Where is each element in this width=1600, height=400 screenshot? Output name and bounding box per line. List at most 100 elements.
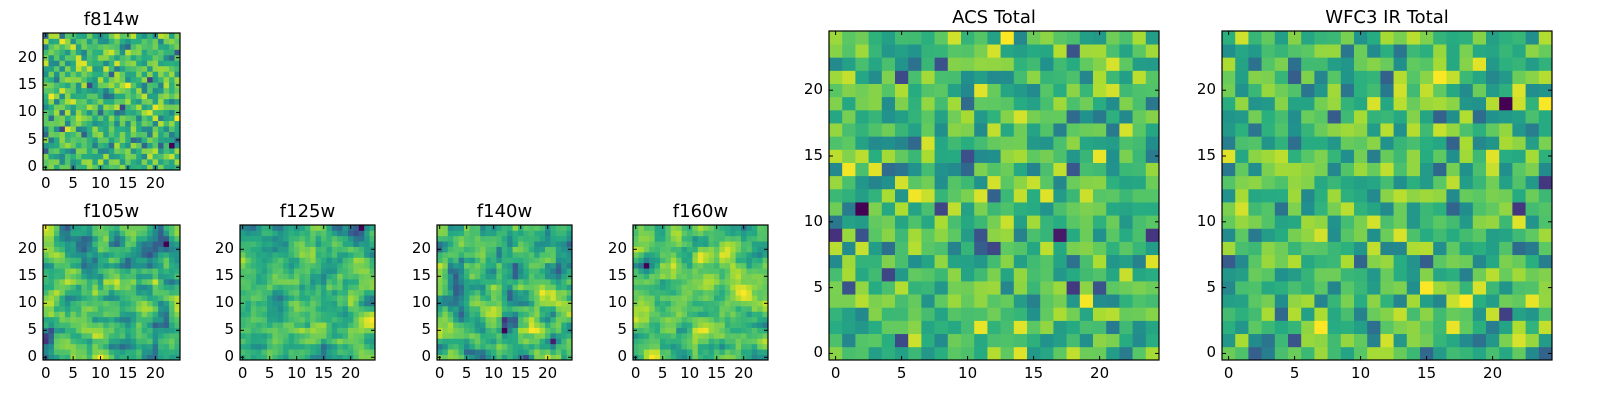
heatmap-cell (757, 327, 763, 334)
heatmap-cell (119, 65, 126, 72)
heatmap-cell (147, 295, 153, 301)
heatmap-cell (534, 306, 540, 312)
heatmap-cell (947, 346, 962, 361)
heatmap-cell (654, 279, 661, 285)
heatmap-cell (643, 252, 650, 258)
heatmap-cell (751, 338, 758, 345)
heatmap-cell (539, 252, 546, 258)
heatmap-cell (1512, 320, 1526, 335)
heatmap-cell (119, 109, 126, 116)
heatmap-cell (64, 289, 71, 296)
heatmap-cell (638, 306, 645, 312)
heatmap-cell (550, 235, 557, 242)
heatmap-cell (665, 322, 672, 328)
heatmap-cell (59, 33, 66, 39)
heatmap-cell (649, 311, 655, 318)
heatmap-cell (1406, 136, 1421, 150)
heatmap-cell (442, 284, 449, 291)
heatmap-cell (676, 279, 682, 285)
heatmap-cell (64, 343, 71, 350)
heatmap-cell (369, 284, 376, 291)
heatmap-cell (1027, 188, 1041, 203)
heatmap-cell (881, 241, 896, 256)
heatmap-cell (1013, 123, 1028, 137)
heatmap-cell (1433, 215, 1447, 229)
heatmap-cell (676, 289, 682, 296)
heatmap-cell (331, 246, 338, 253)
heatmap-cell (703, 300, 709, 307)
heatmap-cell (92, 322, 99, 328)
heatmap-cell (649, 279, 655, 285)
heatmap-cell (250, 289, 257, 296)
heatmap-cell (147, 300, 153, 307)
heatmap-cell (1380, 254, 1394, 269)
heatmap-cell (331, 295, 338, 301)
heatmap-cell (283, 273, 289, 280)
heatmap-cell (163, 262, 170, 269)
heatmap-cell (353, 241, 360, 247)
heatmap-cell (714, 262, 720, 269)
heatmap-cell (59, 241, 66, 247)
heatmap-cell (539, 273, 546, 280)
heatmap-cell (59, 338, 66, 345)
heatmap-cell (676, 241, 682, 247)
heatmap-cell (670, 284, 677, 291)
heatmap-cell (1027, 44, 1041, 58)
heatmap-cell (474, 311, 481, 318)
heatmap-cell (921, 96, 935, 111)
heatmap-cell (348, 295, 354, 301)
heatmap-cell (152, 289, 159, 296)
heatmap-cell (703, 349, 709, 355)
heatmap-cell (501, 246, 508, 253)
heatmap-cell (353, 349, 360, 355)
heatmap-cell (304, 316, 311, 323)
heatmap-cell (974, 175, 988, 190)
heatmap-cell (1145, 320, 1160, 335)
heatmap-cell (294, 343, 300, 350)
heatmap-cell (70, 109, 77, 116)
heatmap-cell (147, 153, 153, 160)
heatmap-cell (272, 333, 279, 339)
heatmap-cell (1053, 215, 1067, 229)
heatmap-cell (974, 44, 988, 58)
heatmap-cell (125, 153, 132, 160)
heatmap-cell (1106, 31, 1120, 45)
heatmap-cell (633, 311, 639, 318)
heatmap-cell (250, 343, 257, 350)
heatmap-cell (1340, 44, 1355, 58)
heatmap-cell (353, 268, 360, 274)
heatmap-cell (485, 273, 492, 280)
heatmap-cell (1486, 228, 1500, 242)
heatmap-cell (1274, 70, 1289, 84)
heatmap-cell (369, 316, 376, 323)
heatmap-cell (751, 354, 758, 361)
heatmap-cell (158, 148, 164, 154)
heatmap-cell (1314, 162, 1328, 177)
heatmap-cell (921, 346, 935, 361)
heatmap-cell (453, 246, 459, 253)
heatmap-cell (81, 262, 88, 269)
heatmap-cell (250, 322, 257, 328)
heatmap-cell (895, 162, 909, 177)
heatmap-cell (119, 279, 126, 285)
heatmap-cell (1106, 83, 1120, 98)
heatmap-cell (169, 148, 175, 154)
heatmap-cell (288, 354, 295, 361)
heatmap-cell (277, 289, 284, 296)
heatmap-cell (169, 354, 175, 361)
heatmap-cell (654, 257, 661, 264)
heatmap-cell (240, 311, 246, 318)
heatmap-cell (92, 327, 99, 334)
heatmap-cell (294, 257, 300, 264)
heatmap-cell (528, 316, 535, 323)
heatmap-cell (1301, 109, 1315, 124)
heatmap-cell (81, 300, 88, 307)
heatmap-cell (708, 300, 715, 307)
heatmap-cell (261, 262, 268, 269)
heatmap-cell (64, 109, 71, 116)
heatmap-cell (348, 316, 354, 323)
heatmap-cell (714, 343, 720, 350)
heatmap-cell (697, 349, 704, 355)
heatmap-cell (442, 311, 449, 318)
heatmap-cell (174, 98, 181, 105)
